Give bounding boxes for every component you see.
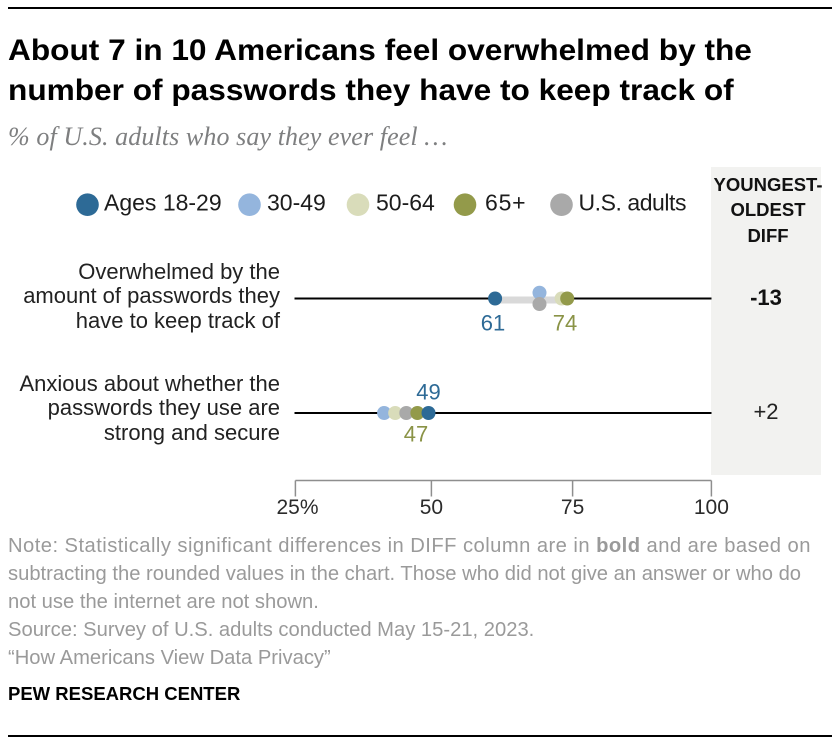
svg-text:U.S. adults: U.S. adults	[579, 190, 687, 216]
svg-text:30-49: 30-49	[267, 190, 326, 216]
svg-text:74: 74	[553, 311, 577, 336]
svg-text:Ages 18-29: Ages 18-29	[104, 190, 222, 216]
svg-text:75: 75	[561, 496, 584, 519]
svg-text:47: 47	[404, 422, 428, 447]
svg-text:25%: 25%	[276, 496, 318, 519]
svg-text:61: 61	[481, 311, 505, 336]
svg-text:50: 50	[420, 496, 443, 519]
svg-text:50-64: 50-64	[376, 190, 435, 216]
svg-text:100: 100	[694, 496, 729, 519]
svg-text:65+: 65+	[485, 190, 526, 216]
svg-text:49: 49	[416, 380, 440, 405]
